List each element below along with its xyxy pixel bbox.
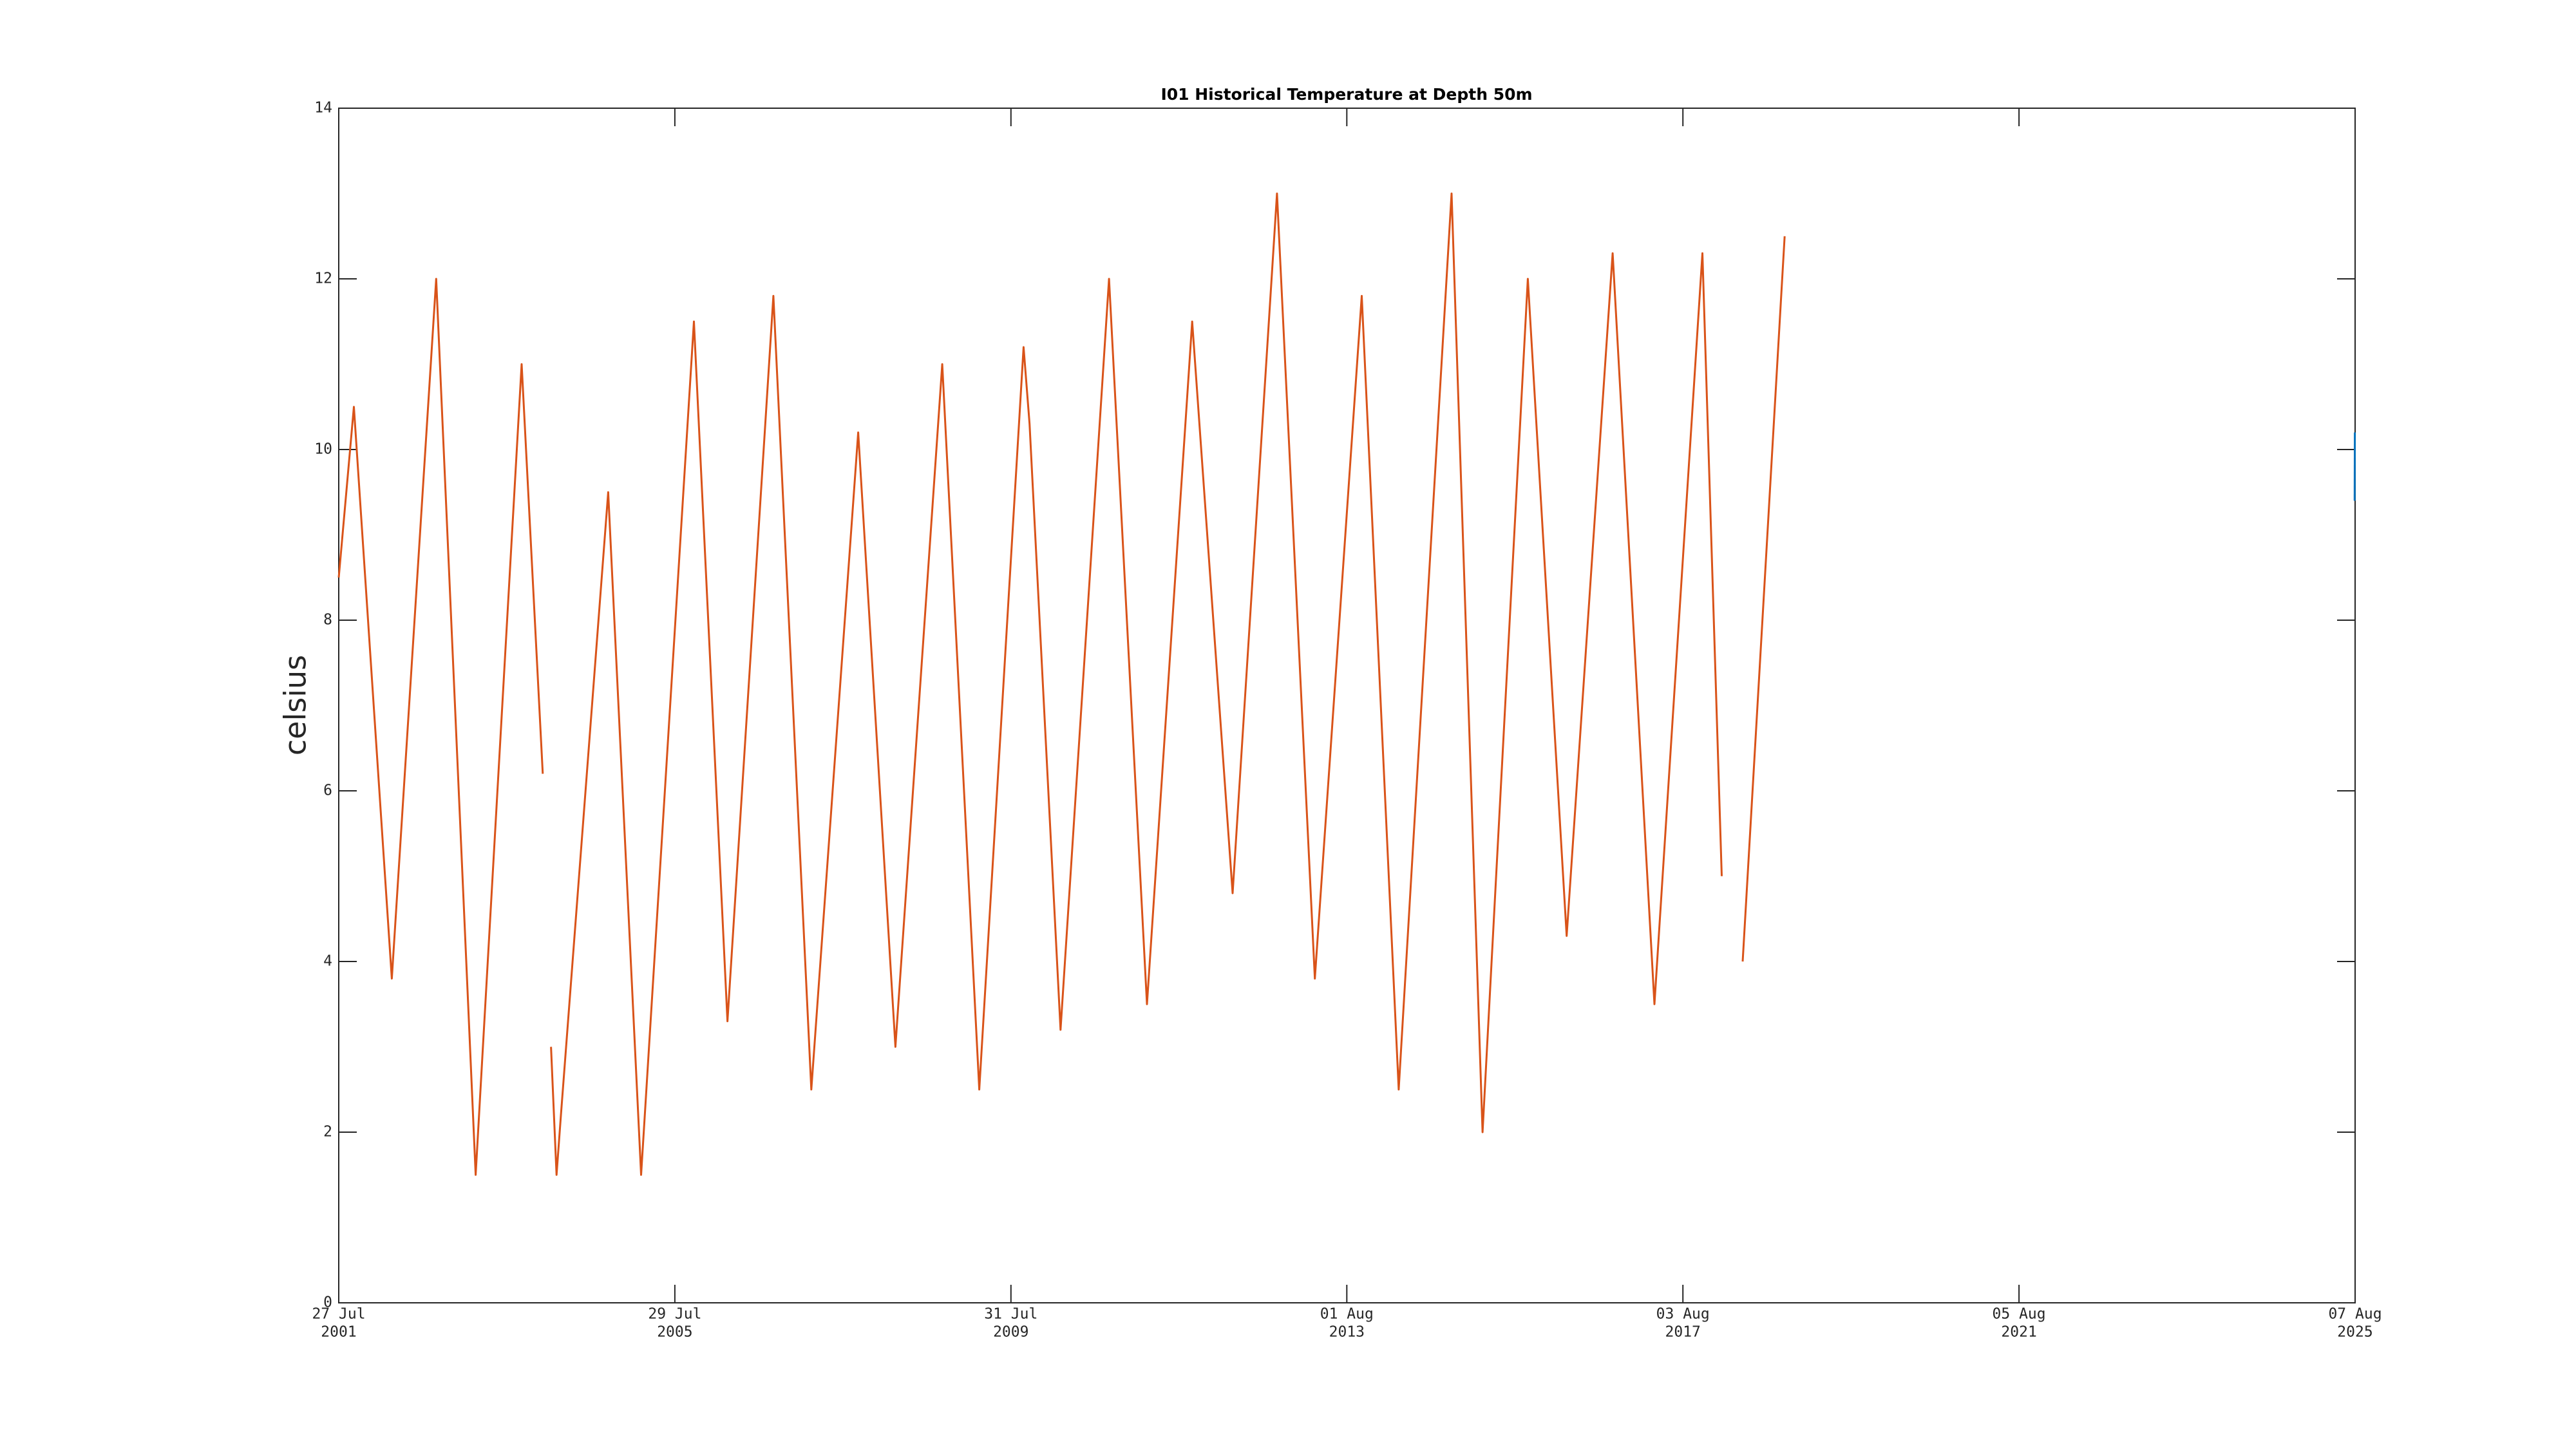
- y-tick-label: 6: [323, 782, 332, 799]
- chart-title: I01 Historical Temperature at Depth 50m: [1160, 85, 1532, 104]
- y-tick-label: 8: [323, 612, 332, 629]
- y-axis-label: celsius: [278, 655, 313, 755]
- x-tick-label: 29 Jul: [648, 1306, 701, 1323]
- x-tick-label: 2005: [657, 1324, 692, 1341]
- x-tick-label: 07 Aug: [2328, 1306, 2382, 1323]
- data-line: [337, 193, 1786, 1176]
- x-tick-label: 2009: [993, 1324, 1028, 1341]
- x-tick-label: 2001: [321, 1324, 356, 1341]
- x-tick-label: 2025: [2337, 1324, 2372, 1341]
- y-tick-label: 2: [323, 1124, 332, 1141]
- x-tick-label: 2017: [1665, 1324, 1701, 1341]
- plot-box: [338, 108, 2356, 1303]
- x-tick-label: 2013: [1329, 1324, 1365, 1341]
- y-tick-label: 10: [314, 441, 332, 458]
- x-tick-label: 31 Jul: [984, 1306, 1037, 1323]
- x-tick-label: 27 Jul: [312, 1306, 365, 1323]
- y-tick-label: 0: [323, 1294, 332, 1311]
- x-tick-label: 01 Aug: [1320, 1306, 1374, 1323]
- x-tick-label: 2021: [2001, 1324, 2036, 1341]
- y-tick-label: 4: [323, 953, 332, 970]
- x-tick-label: 03 Aug: [1656, 1306, 1710, 1323]
- y-tick-label: 12: [314, 270, 332, 287]
- x-tick-label: 05 Aug: [1993, 1306, 2046, 1323]
- y-tick-label: 14: [314, 100, 332, 117]
